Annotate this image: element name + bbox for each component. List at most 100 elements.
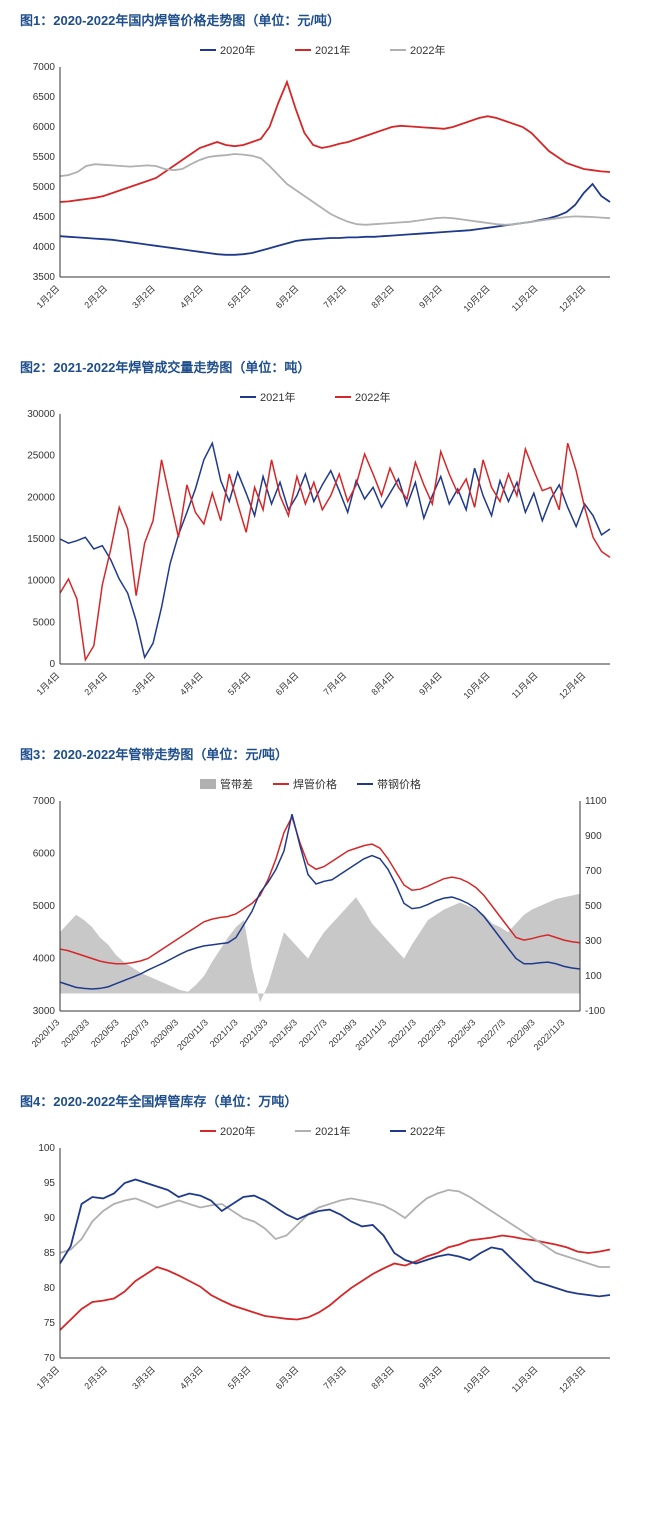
svg-text:2021/1/3: 2021/1/3 <box>208 1017 240 1049</box>
svg-text:3500: 3500 <box>33 272 56 283</box>
svg-text:4月2日: 4月2日 <box>178 283 205 310</box>
svg-text:4000: 4000 <box>33 954 56 965</box>
svg-text:5500: 5500 <box>33 152 56 163</box>
svg-text:11月3日: 11月3日 <box>510 1364 540 1394</box>
svg-text:2020年: 2020年 <box>220 1124 255 1138</box>
svg-text:2月3日: 2月3日 <box>82 1364 109 1391</box>
svg-text:25000: 25000 <box>27 451 55 462</box>
svg-text:2020年: 2020年 <box>220 43 255 57</box>
svg-text:8月2日: 8月2日 <box>369 283 396 310</box>
svg-text:2022/7/3: 2022/7/3 <box>475 1017 507 1049</box>
svg-text:1月4日: 1月4日 <box>35 670 62 697</box>
chart2-title: 图2：2021-2022年焊管成交量走势图（单位：吨） <box>10 357 651 376</box>
svg-text:100: 100 <box>585 971 602 982</box>
svg-text:90: 90 <box>44 1213 56 1224</box>
svg-text:8月4日: 8月4日 <box>369 670 396 697</box>
svg-text:10月4日: 10月4日 <box>461 670 491 700</box>
svg-text:11月4日: 11月4日 <box>510 670 540 700</box>
svg-text:5000: 5000 <box>33 901 56 912</box>
svg-text:2020/5/3: 2020/5/3 <box>89 1017 121 1049</box>
svg-text:10月2日: 10月2日 <box>461 283 491 313</box>
svg-text:管带差: 管带差 <box>220 777 253 791</box>
svg-text:20000: 20000 <box>27 492 55 503</box>
svg-text:4月3日: 4月3日 <box>178 1364 205 1391</box>
svg-text:2022年: 2022年 <box>355 390 390 404</box>
svg-text:2021年: 2021年 <box>315 43 350 57</box>
chart3-title: 图3：2020-2022年管带走势图（单位：元/吨） <box>10 744 651 763</box>
svg-text:2月4日: 2月4日 <box>82 670 109 697</box>
svg-text:3月3日: 3月3日 <box>130 1364 157 1391</box>
svg-text:100: 100 <box>38 1143 55 1154</box>
svg-text:2021/7/3: 2021/7/3 <box>297 1017 329 1049</box>
svg-text:900: 900 <box>585 831 602 842</box>
svg-text:2月2日: 2月2日 <box>82 283 109 310</box>
svg-text:2022/1/3: 2022/1/3 <box>386 1017 418 1049</box>
svg-text:75: 75 <box>44 1318 56 1329</box>
chart4-container: 图4：2020-2022年全国焊管库存（单位：万吨） 2020年2021年202… <box>10 1091 651 1418</box>
svg-text:1月3日: 1月3日 <box>35 1364 62 1391</box>
svg-text:-100: -100 <box>585 1006 605 1017</box>
svg-text:30000: 30000 <box>27 409 55 420</box>
svg-text:12月2日: 12月2日 <box>557 283 587 313</box>
svg-text:15000: 15000 <box>27 534 55 545</box>
svg-text:8月3日: 8月3日 <box>369 1364 396 1391</box>
svg-text:4000: 4000 <box>33 242 56 253</box>
svg-text:2022/11/3: 2022/11/3 <box>532 1017 567 1052</box>
svg-text:6月3日: 6月3日 <box>274 1364 301 1391</box>
svg-text:2021年: 2021年 <box>260 390 295 404</box>
svg-text:5000: 5000 <box>33 617 56 628</box>
svg-text:2020/7/3: 2020/7/3 <box>119 1017 151 1049</box>
svg-text:5月4日: 5月4日 <box>226 670 253 697</box>
svg-text:5月3日: 5月3日 <box>226 1364 253 1391</box>
svg-text:2022/3/3: 2022/3/3 <box>416 1017 448 1049</box>
svg-text:85: 85 <box>44 1248 56 1259</box>
svg-text:7000: 7000 <box>33 62 56 73</box>
svg-text:6月2日: 6月2日 <box>274 283 301 310</box>
chart3-plot: 管带差焊管价格带钢价格30004000500060007000-10010030… <box>10 771 651 1071</box>
chart4-plot: 2020年 2021年 2022年 70 75 80 85 90 95 100 1月3日 2月3日 3月… <box>10 1118 651 1418</box>
svg-text:1100: 1100 <box>585 796 607 807</box>
svg-text:4月4日: 4月4日 <box>178 670 205 697</box>
svg-text:10月3日: 10月3日 <box>461 1364 491 1394</box>
svg-text:500: 500 <box>585 901 602 912</box>
svg-text:7000: 7000 <box>33 796 56 807</box>
svg-text:300: 300 <box>585 936 602 947</box>
svg-text:2022年: 2022年 <box>410 43 445 57</box>
svg-text:9月2日: 9月2日 <box>417 283 444 310</box>
svg-text:0: 0 <box>49 659 55 670</box>
svg-text:12月3日: 12月3日 <box>557 1364 587 1394</box>
chart2-plot: 2021年2022年050001000015000200002500030000… <box>10 384 651 724</box>
svg-text:7月4日: 7月4日 <box>321 670 348 697</box>
svg-text:12月4日: 12月4日 <box>557 670 587 700</box>
svg-text:5000: 5000 <box>33 182 56 193</box>
chart3-container: 图3：2020-2022年管带走势图（单位：元/吨） 管带差 焊管价格 带钢价格 30… <box>10 744 651 1071</box>
chart1-container: 图1：2020-2022年国内焊管价格走势图（单位：元/吨） 2020年2021… <box>10 10 651 337</box>
svg-text:焊管价格: 焊管价格 <box>293 777 337 791</box>
svg-text:95: 95 <box>44 1178 56 1189</box>
svg-text:2020/1/3: 2020/1/3 <box>30 1017 62 1049</box>
svg-text:2020/3/3: 2020/3/3 <box>59 1017 91 1049</box>
svg-text:6月4日: 6月4日 <box>274 670 301 697</box>
svg-text:80: 80 <box>44 1283 56 1294</box>
svg-text:700: 700 <box>585 866 602 877</box>
svg-text:2022/5/3: 2022/5/3 <box>446 1017 478 1049</box>
svg-text:2021/5/3: 2021/5/3 <box>267 1017 299 1049</box>
svg-text:2021/3/3: 2021/3/3 <box>238 1017 270 1049</box>
svg-text:5月2日: 5月2日 <box>226 283 253 310</box>
svg-text:2022年: 2022年 <box>410 1124 445 1138</box>
svg-text:9月3日: 9月3日 <box>417 1364 444 1391</box>
svg-text:3000: 3000 <box>33 1006 56 1017</box>
svg-text:2020/11/3: 2020/11/3 <box>175 1017 210 1052</box>
svg-text:带钢价格: 带钢价格 <box>377 777 421 791</box>
svg-text:3月2日: 3月2日 <box>130 283 157 310</box>
svg-text:2021/11/3: 2021/11/3 <box>353 1017 388 1052</box>
svg-text:70: 70 <box>44 1353 56 1364</box>
svg-text:7月2日: 7月2日 <box>321 283 348 310</box>
svg-text:3月4日: 3月4日 <box>130 670 157 697</box>
svg-text:6500: 6500 <box>33 92 56 103</box>
svg-text:2021年: 2021年 <box>315 1124 350 1138</box>
svg-text:1月2日: 1月2日 <box>35 283 62 310</box>
chart2-container: 图2：2021-2022年焊管成交量走势图（单位：吨） 2021年 2022年 0 5… <box>10 357 651 724</box>
chart1-plot: 2020年2021年2022年3500400045005000550060006… <box>10 37 651 337</box>
svg-text:7月3日: 7月3日 <box>321 1364 348 1391</box>
